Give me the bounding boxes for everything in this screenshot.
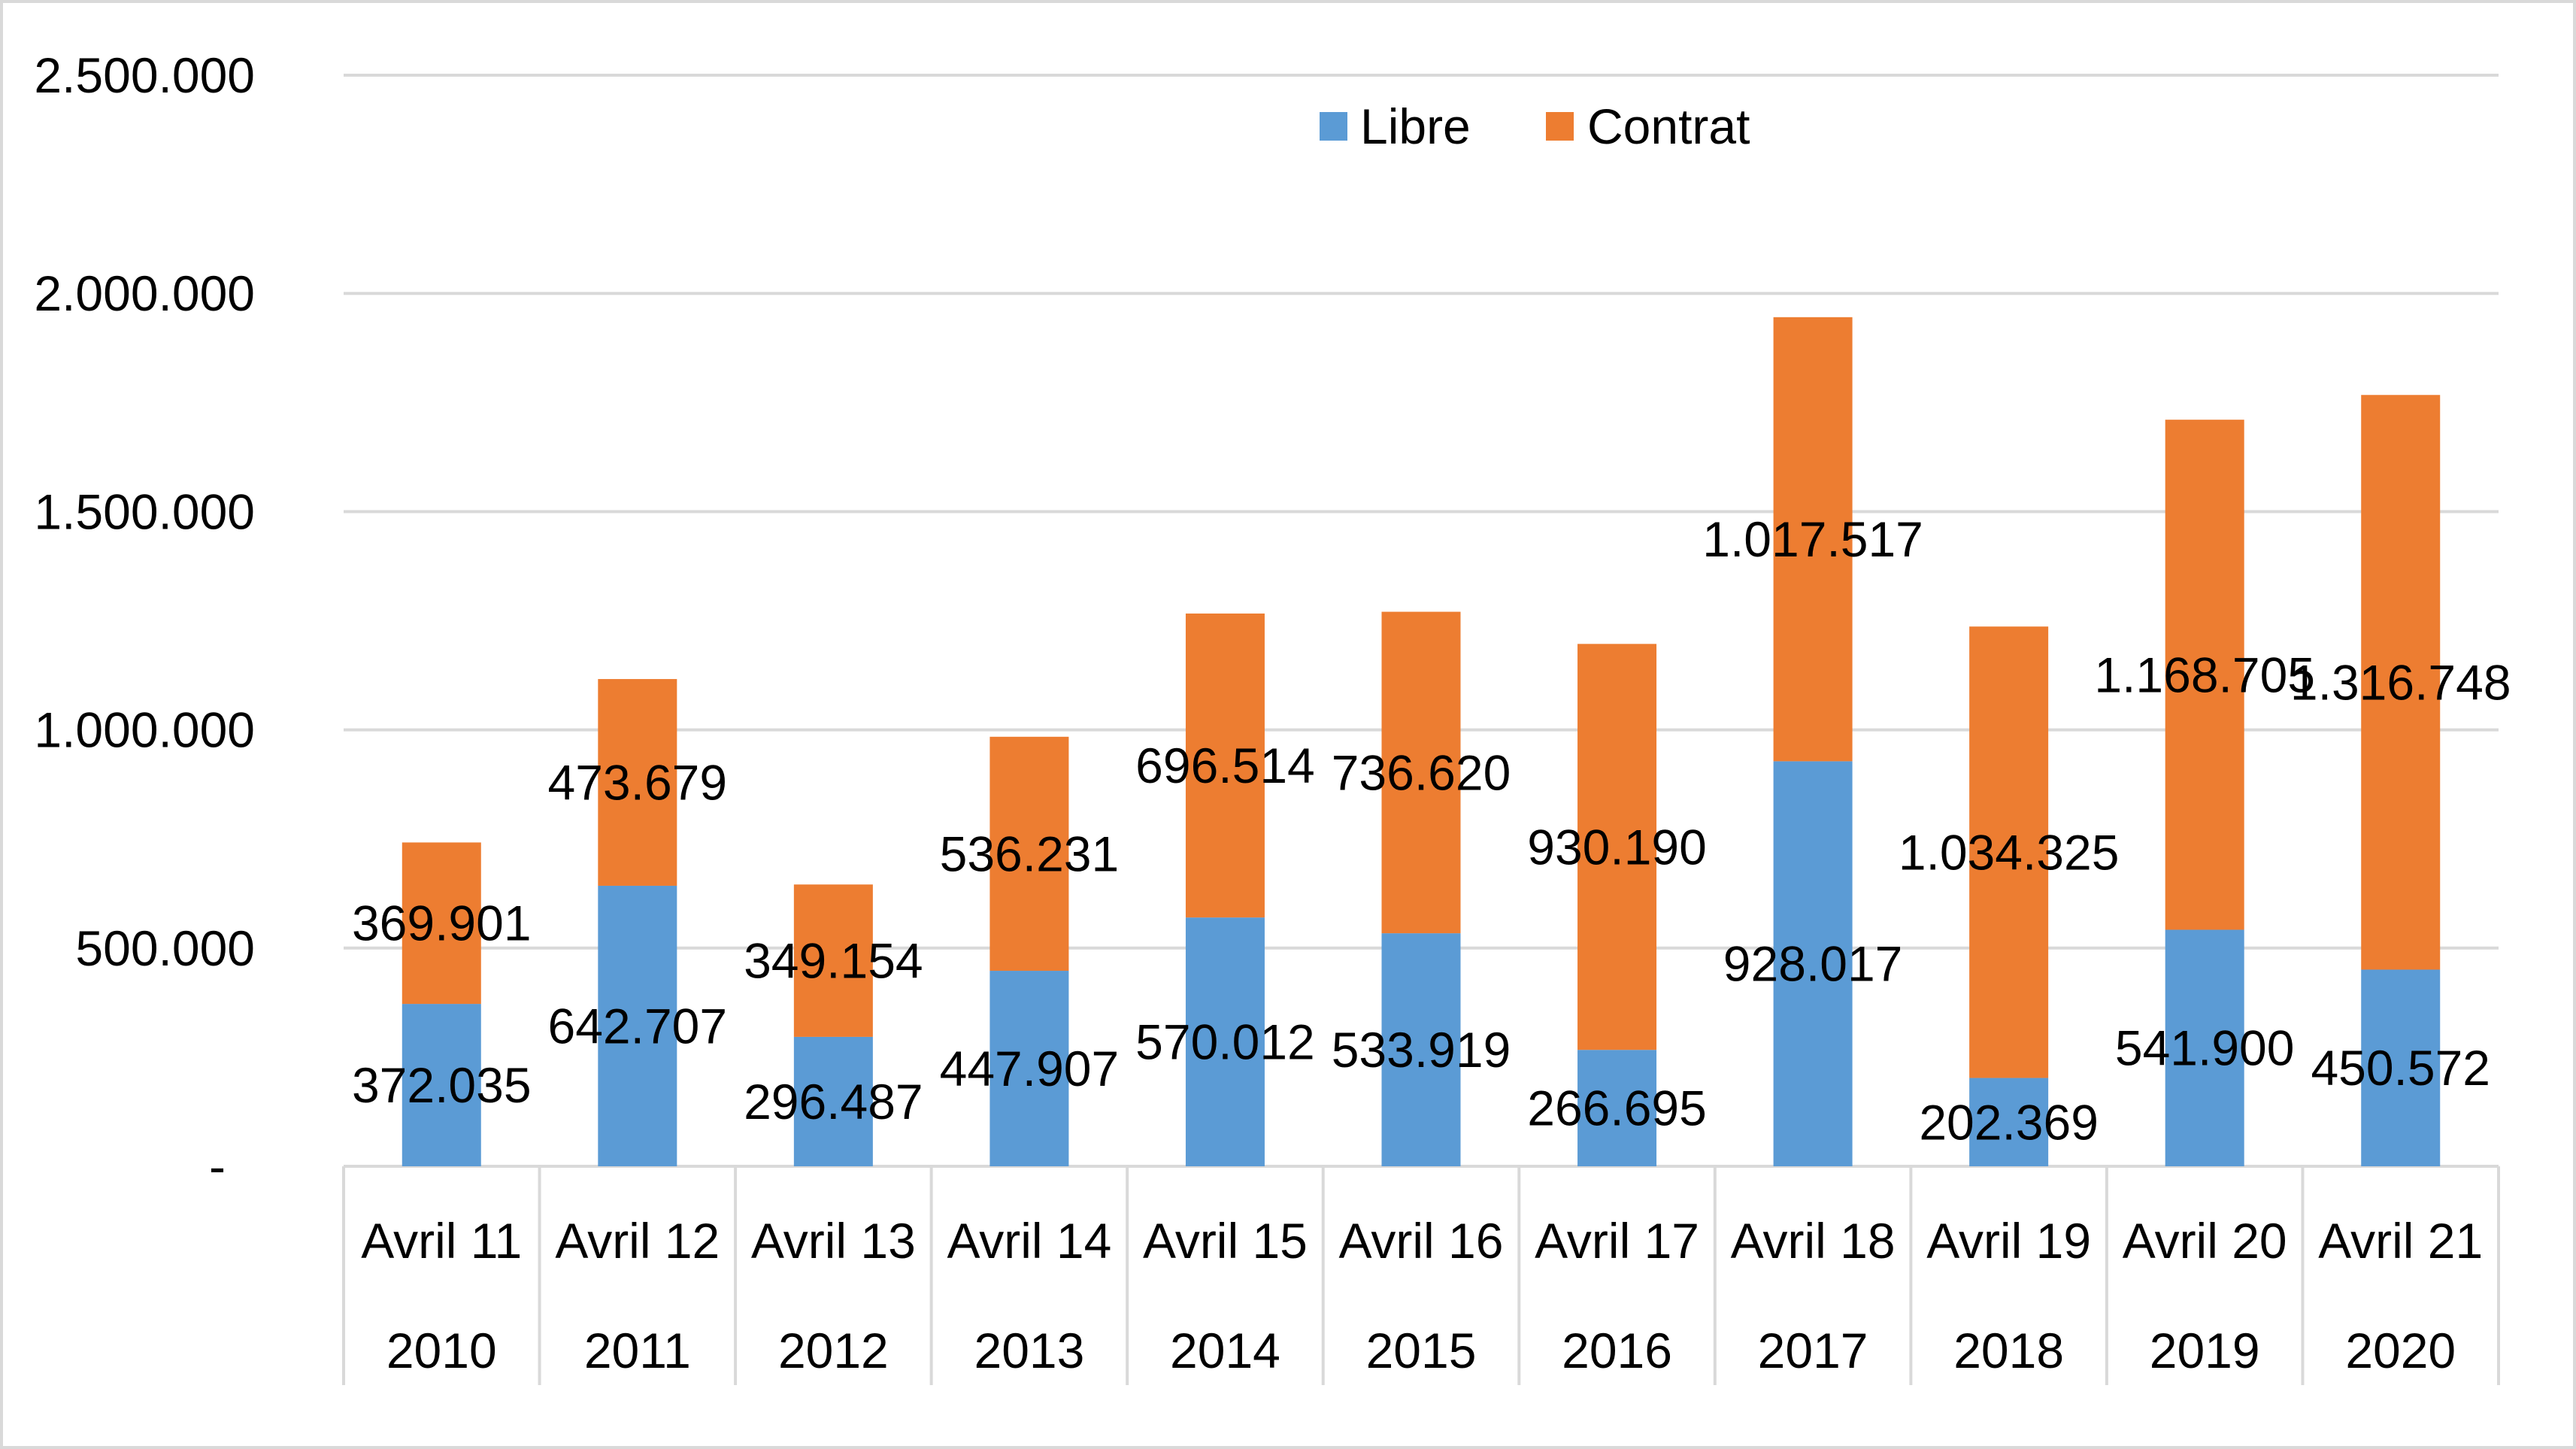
bar-libre-avril-13 — [793, 1036, 873, 1166]
bar-contrat-avril-12 — [598, 679, 677, 886]
y-tick-label: 2.500.000 — [34, 47, 255, 103]
x-tick-label: Avril 16 — [1339, 1213, 1504, 1269]
x-tick-label: Avril 14 — [947, 1213, 1111, 1269]
data-label-contrat-avril-11: 369.901 — [352, 896, 532, 951]
x-tick-year-label: 2019 — [2150, 1323, 2260, 1378]
data-label-contrat-avril-13: 349.154 — [744, 933, 923, 989]
legend-label-libre: Libre — [1360, 99, 1471, 154]
data-label-libre-avril-13: 296.487 — [744, 1074, 923, 1129]
bar-contrat-avril-11 — [402, 842, 481, 1005]
legend-swatch-libre — [1320, 112, 1347, 141]
data-label-libre-avril-17: 266.695 — [1527, 1081, 1707, 1136]
y-tick-label: 1.500.000 — [34, 484, 255, 539]
x-tick-year-label: 2014 — [1170, 1323, 1280, 1378]
bar-contrat-avril-17 — [1577, 644, 1657, 1050]
bar-contrat-avril-13 — [793, 884, 873, 1037]
data-label-contrat-avril-17: 930.190 — [1527, 819, 1707, 875]
legend: Libre Contrat — [1320, 99, 1750, 154]
bar-contrat-avril-19 — [1969, 626, 2049, 1078]
x-tick-label: Avril 13 — [751, 1213, 916, 1269]
data-label-contrat-avril-14: 536.231 — [940, 826, 1120, 881]
bar-libre-avril-19 — [1969, 1078, 2049, 1166]
bar-libre-avril-15 — [1185, 917, 1265, 1166]
data-label-libre-avril-19: 202.369 — [1919, 1094, 2099, 1150]
bar-libre-avril-14 — [989, 971, 1069, 1166]
x-tick-label: Avril 20 — [2123, 1213, 2287, 1269]
y-tick-label: 1.000.000 — [34, 702, 255, 758]
data-label-libre-avril-20: 541.900 — [2115, 1020, 2295, 1076]
data-labels: 372.035 369.901 642.707 473.679 296.487 349.1… — [352, 511, 2511, 1150]
bar-libre-avril-16 — [1381, 933, 1461, 1166]
data-label-contrat-avril-19: 1.034.325 — [1899, 824, 2120, 880]
bar-libre-avril-11 — [402, 1004, 481, 1166]
x-tick-label: Avril 15 — [1143, 1213, 1308, 1269]
x-tick-label: Avril 18 — [1731, 1213, 1896, 1269]
bar-libre-avril-20 — [2165, 929, 2244, 1166]
bar-libre-avril-12 — [598, 885, 677, 1166]
data-label-contrat-avril-16: 736.620 — [1332, 744, 1511, 800]
x-tick-year-label: 2018 — [1953, 1323, 2064, 1378]
data-label-contrat-avril-20: 1.168.705 — [2094, 647, 2315, 702]
bar-contrat-avril-18 — [1773, 317, 1853, 762]
bar-libre-avril-21 — [2361, 969, 2441, 1166]
data-label-libre-avril-11: 372.035 — [352, 1057, 532, 1113]
data-label-contrat-avril-12: 473.679 — [548, 755, 728, 811]
bar-contrat-avril-16 — [1381, 611, 1461, 934]
x-axis: Avril 11 2010 Avril 12 2011 Avril 13 2012 Avri… — [342, 1166, 2500, 1385]
x-tick-year-label: 2013 — [974, 1323, 1084, 1378]
x-tick-label: Avril 11 — [361, 1213, 522, 1269]
data-label-libre-avril-16: 533.919 — [1332, 1022, 1511, 1078]
data-label-libre-avril-18: 928.017 — [1723, 936, 1903, 992]
bar-libre-avril-17 — [1577, 1050, 1657, 1166]
bar-contrat-avril-20 — [2165, 420, 2244, 930]
data-label-libre-avril-15: 570.012 — [1135, 1014, 1315, 1070]
y-tick-label: - — [209, 1138, 226, 1194]
y-axis: - 500.000 1.000.000 1.500.000 2.000.000 2.500… — [34, 47, 255, 1194]
x-tick-year-label: 2017 — [1758, 1323, 1868, 1378]
data-label-libre-avril-12: 642.707 — [548, 998, 728, 1053]
data-label-contrat-avril-15: 696.514 — [1135, 738, 1315, 793]
data-label-contrat-avril-21: 1.316.748 — [2290, 654, 2511, 710]
x-tick-year-label: 2011 — [584, 1323, 691, 1378]
x-tick-label: Avril 12 — [555, 1213, 720, 1269]
x-tick-year-label: 2010 — [386, 1323, 497, 1378]
x-tick-year-label: 2020 — [2345, 1323, 2456, 1378]
x-tick-label: Avril 21 — [2318, 1213, 2483, 1269]
bar-contrat-avril-15 — [1185, 613, 1265, 918]
x-tick-label: Avril 17 — [1535, 1213, 1699, 1269]
y-tick-label: 2.000.000 — [34, 265, 255, 321]
data-label-contrat-avril-18: 1.017.517 — [1702, 511, 1923, 567]
bar-contrat-avril-14 — [989, 736, 1069, 972]
data-label-libre-avril-14: 447.907 — [940, 1041, 1120, 1096]
legend-label-contrat: Contrat — [1587, 99, 1750, 154]
x-tick-year-label: 2012 — [778, 1323, 889, 1378]
y-tick-label: 500.000 — [75, 920, 255, 976]
x-tick-label: Avril 19 — [1926, 1213, 2091, 1269]
bar-contrat-avril-21 — [2361, 395, 2441, 970]
data-label-libre-avril-21: 450.572 — [2311, 1040, 2490, 1096]
x-tick-year-label: 2015 — [1366, 1323, 1477, 1378]
bar-libre-avril-18 — [1773, 761, 1853, 1166]
x-tick-year-label: 2016 — [1562, 1323, 1672, 1378]
legend-swatch-contrat — [1546, 112, 1574, 141]
gridlines — [344, 74, 2499, 1168]
bars — [402, 317, 2441, 1166]
